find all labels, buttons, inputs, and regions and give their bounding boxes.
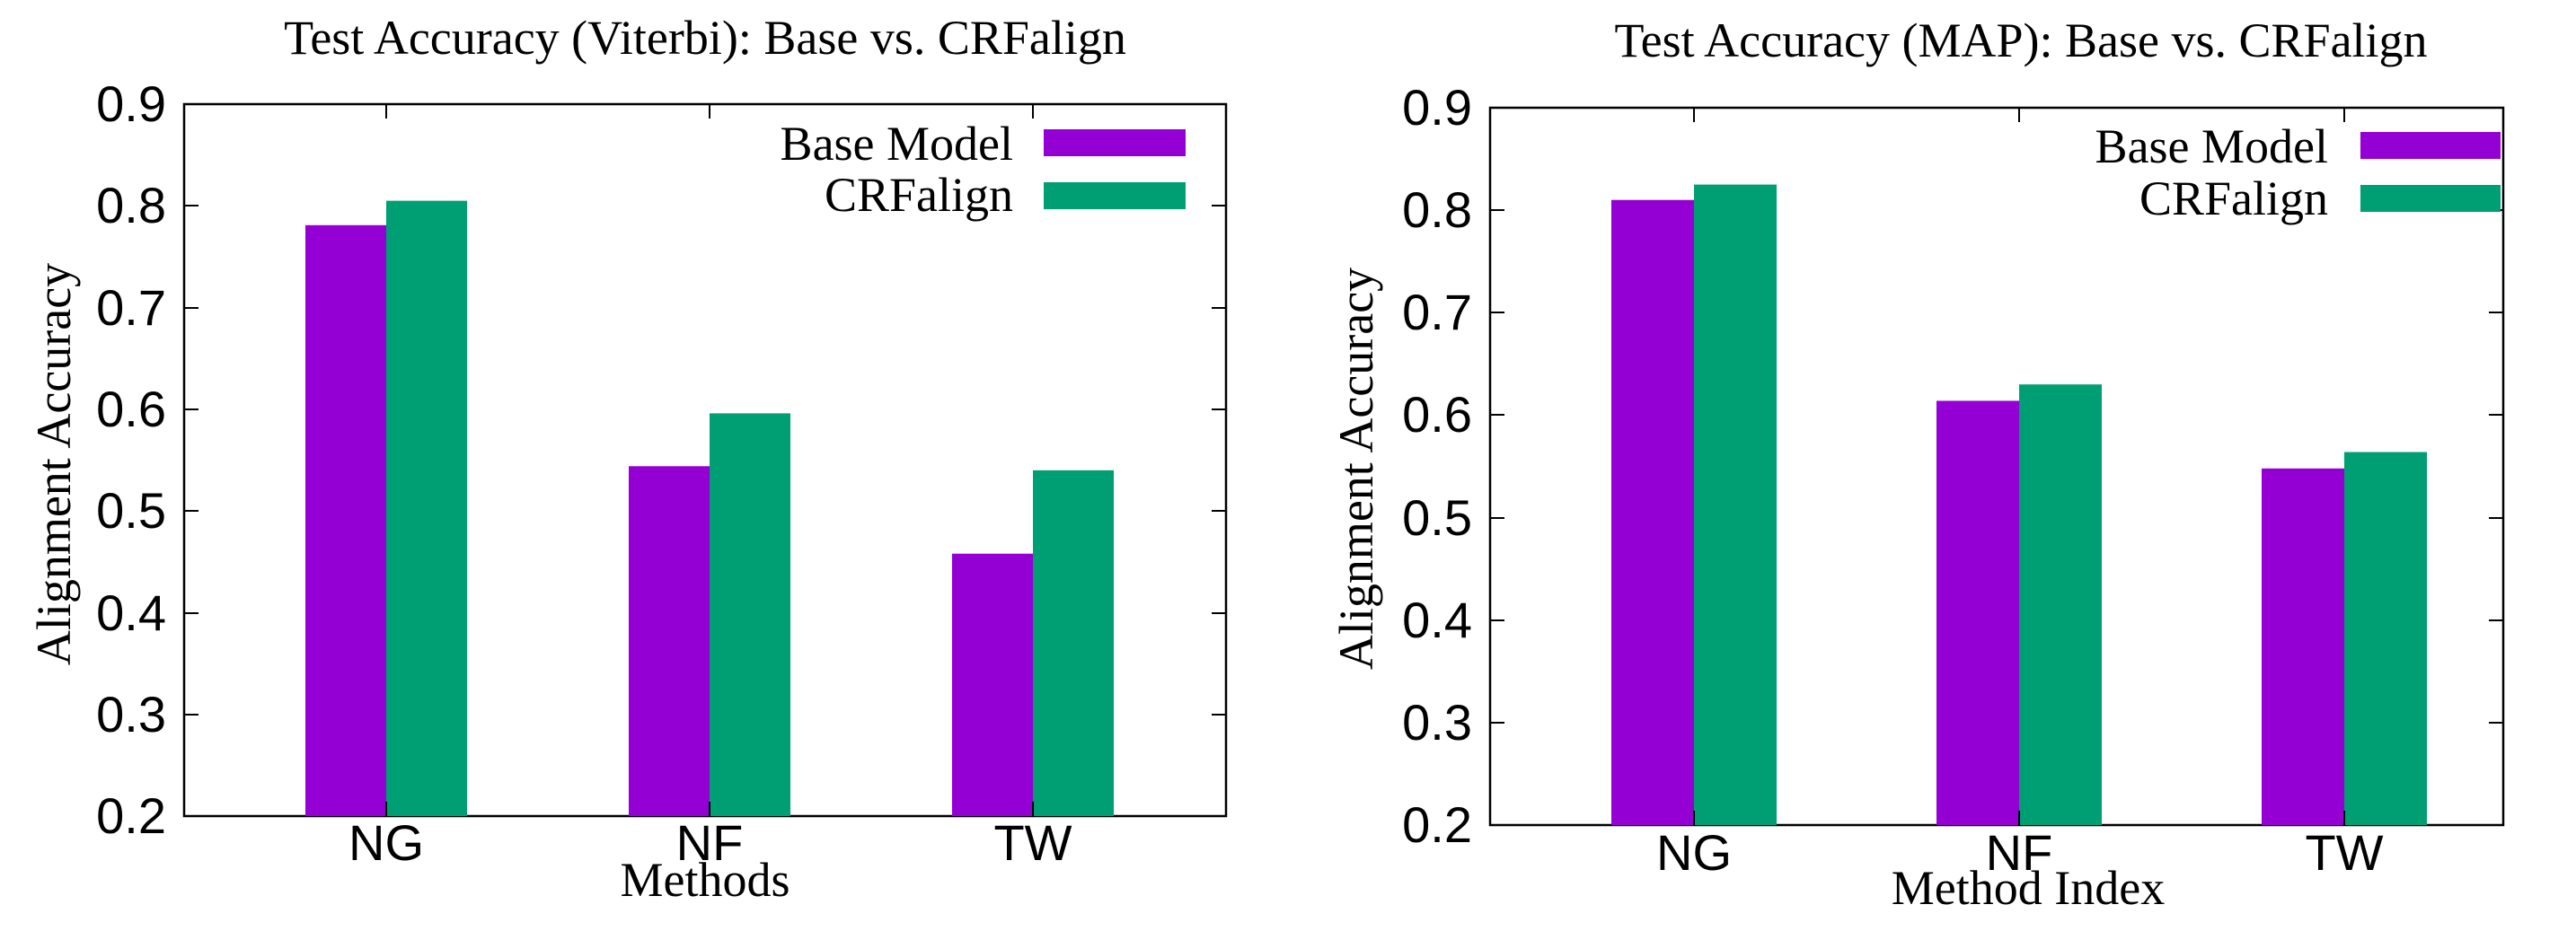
bar-base-model-tw: [2262, 468, 2344, 825]
bar-crfalign-nf: [2019, 384, 2102, 825]
bar-crfalign-ng: [386, 200, 467, 816]
bar-crfalign-tw: [1033, 470, 1114, 816]
x-tick: TW: [993, 104, 1072, 871]
bar-crfalign-ng: [1694, 184, 1777, 825]
y-tick: 0.2: [1402, 796, 2503, 853]
y-tick: 0.5: [96, 482, 1226, 539]
legend-swatch: [2360, 132, 2501, 159]
legend-label: Base Model: [781, 117, 1013, 171]
legend: Base Model CRFalign: [781, 117, 1186, 222]
x-ticks: NG NF TW: [348, 104, 1072, 871]
legend: Base Model CRFalign: [2095, 119, 2501, 225]
x-tick-label: NG: [348, 814, 424, 871]
y-tick-label: 0.6: [96, 381, 166, 437]
y-axis-label: Alignment Accuracy: [1329, 268, 1383, 670]
legend-label: CRFalign: [2139, 171, 2328, 225]
x-tick-label: NF: [676, 814, 744, 871]
bars: [305, 200, 1114, 816]
legend-swatch: [2360, 185, 2501, 212]
y-tick: 0.4: [96, 584, 1226, 641]
y-tick: 0.8: [1402, 181, 2503, 238]
y-tick: 0.6: [1402, 386, 2503, 443]
y-tick-label: 0.3: [96, 686, 166, 742]
x-tick: NG: [348, 104, 424, 871]
y-tick-label: 0.5: [96, 482, 166, 539]
bar-base-model-nf: [629, 466, 710, 816]
y-tick: 0.9: [1402, 79, 2503, 136]
chart-viterbi: Test Accuracy (Viterbi): Base vs. CRFali…: [27, 11, 1228, 907]
y-ticks: 0.2 0.3 0.4 0.5 0.6 0.7 0.8 0.9: [96, 75, 1226, 844]
y-tick-label: 0.7: [96, 279, 166, 336]
y-tick: 0.3: [96, 686, 1226, 742]
x-ticks: NG NF TW: [1656, 108, 2384, 881]
y-tick-label: 0.9: [1402, 79, 1472, 136]
y-tick: 0.7: [1402, 284, 2503, 340]
y-tick: 0.5: [1402, 489, 2503, 546]
x-axis-label: Method Index: [1892, 861, 2165, 915]
x-tick-label: TW: [993, 814, 1072, 871]
y-axis-label: Alignment Accuracy: [27, 263, 81, 665]
x-axis-label: Methods: [621, 853, 790, 907]
y-tick-label: 0.7: [1402, 284, 1472, 340]
y-ticks: 0.2 0.3 0.4 0.5 0.6 0.7 0.8 0.9: [1402, 79, 2503, 853]
x-tick: NF: [1986, 108, 2053, 881]
x-tick-label: NF: [1986, 824, 2053, 881]
chart-title: Test Accuracy (Viterbi): Base vs. CRFali…: [284, 11, 1126, 65]
y-tick: 0.8: [96, 177, 1226, 233]
x-tick: TW: [2305, 108, 2384, 881]
y-tick: 0.2: [96, 787, 1226, 844]
y-tick-label: 0.4: [96, 584, 166, 641]
legend-item: CRFalign: [2139, 171, 2501, 225]
y-tick-label: 0.5: [1402, 489, 1472, 546]
y-tick: 0.4: [1402, 592, 2503, 648]
legend-item: Base Model: [2095, 119, 2501, 173]
legend-swatch: [1044, 182, 1186, 209]
y-tick: 0.7: [96, 279, 1226, 336]
y-tick-label: 0.8: [96, 177, 166, 233]
x-tick: NG: [1656, 108, 1732, 881]
y-tick-label: 0.4: [1402, 592, 1472, 648]
chart-title: Test Accuracy (MAP): Base vs. CRFalign: [1614, 13, 2427, 67]
y-tick-label: 0.8: [1402, 181, 1472, 238]
x-tick: NF: [676, 104, 744, 871]
y-tick: 0.6: [96, 381, 1226, 437]
y-tick-label: 0.2: [96, 787, 166, 844]
legend-label: Base Model: [2095, 119, 2328, 173]
legend-item: Base Model: [781, 117, 1186, 171]
bar-base-model-ng: [305, 224, 386, 816]
bar-base-model-ng: [1611, 199, 1694, 825]
legend-item: CRFalign: [825, 168, 1186, 222]
legend-swatch: [1044, 129, 1186, 156]
bar-crfalign-nf: [710, 413, 790, 816]
bar-base-model-tw: [952, 553, 1033, 816]
legend-label: CRFalign: [825, 168, 1013, 222]
bars: [1611, 184, 2427, 825]
y-tick: 0.9: [96, 75, 1226, 132]
y-tick-label: 0.6: [1402, 386, 1472, 443]
y-tick-label: 0.3: [1402, 694, 1472, 751]
y-tick-label: 0.2: [1402, 796, 1472, 853]
bar-crfalign-tw: [2344, 452, 2427, 825]
bar-base-model-nf: [1936, 400, 2019, 825]
chart-map: Test Accuracy (MAP): Base vs. CRFalign A…: [1329, 13, 2505, 915]
y-tick: 0.3: [1402, 694, 2503, 751]
y-tick-label: 0.9: [96, 75, 166, 132]
x-tick-label: NG: [1656, 824, 1732, 881]
x-tick-label: TW: [2305, 824, 2383, 881]
